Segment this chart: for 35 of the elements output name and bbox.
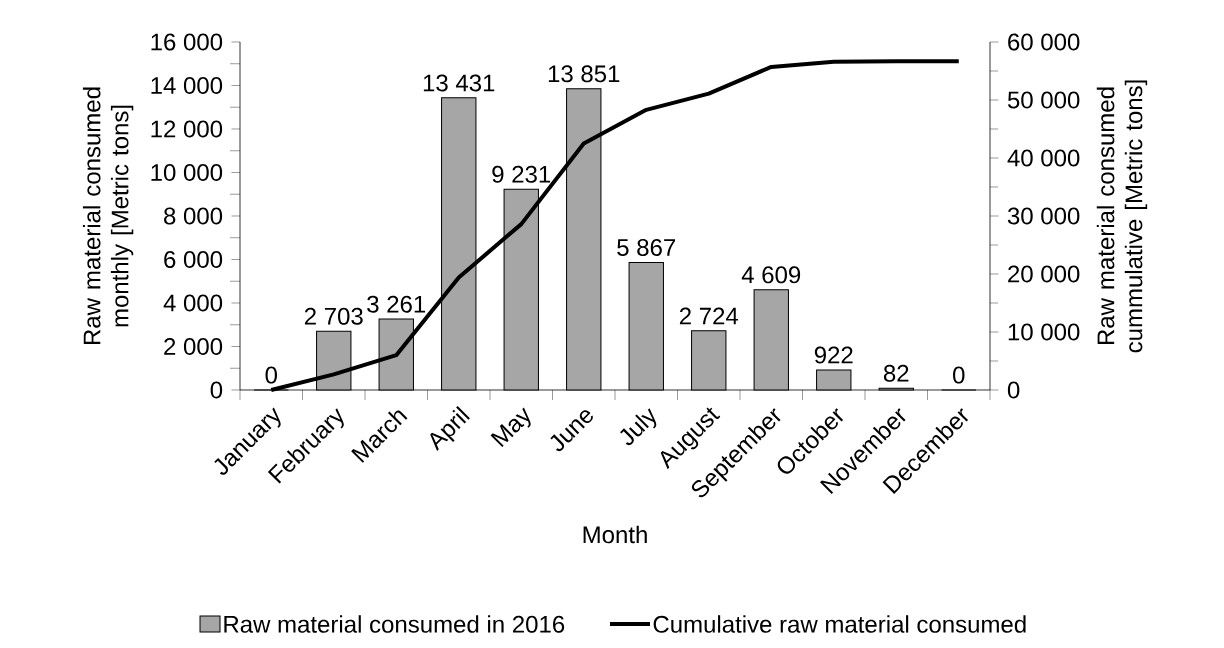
- y2-tick-label: 50 000: [1007, 91, 1080, 109]
- y-tick-label: 12 000: [151, 120, 223, 138]
- data-label: 5 867: [617, 239, 676, 256]
- x-tick-label: July: [620, 408, 657, 446]
- data-label: 2 724: [679, 307, 739, 325]
- data-label: 13 851: [548, 65, 620, 83]
- y2-tick-label: 0: [1007, 381, 1020, 399]
- y2-tick-label: 30 000: [1007, 207, 1080, 225]
- legend-label: Raw material consumed in 2016: [224, 615, 565, 633]
- y-tick-label: 10 000: [151, 164, 223, 181]
- data-label: 13 431: [423, 74, 495, 92]
- y-tick-label: 6 000: [164, 251, 223, 268]
- y2-tick-label: 20 000: [1008, 265, 1080, 283]
- y-tick-label: 0: [210, 381, 223, 399]
- y2-axis-title: Raw material consumed cummulative [Metric tons]: [1096, 80, 1148, 353]
- data-label: 0: [265, 366, 277, 384]
- legend-label: Cumulative raw material consumed: [653, 615, 1026, 633]
- y2-tick-label: 40 000: [1007, 149, 1080, 167]
- y-tick-label: 2 000: [164, 338, 223, 355]
- data-label: 0: [953, 366, 965, 384]
- y-tick-label: 4 000: [163, 294, 223, 312]
- x-axis-title: Month: [583, 525, 647, 544]
- y2-tick-label: 10 000: [1008, 323, 1080, 341]
- y-tick-label: 8 000: [164, 207, 223, 225]
- data-label: 9 231: [492, 165, 551, 183]
- data-label: 3 261: [367, 295, 426, 313]
- y-tick-label: 16 000: [151, 33, 223, 51]
- y-axis-title: Raw material consumed monthly [Metric tons]: [82, 87, 134, 345]
- data-label: 922: [814, 346, 853, 364]
- x-tick-label: May: [490, 407, 531, 448]
- y2-tick-label: 60 000: [1008, 33, 1080, 51]
- data-label: 2 703: [304, 307, 363, 325]
- data-label: 82: [883, 364, 909, 382]
- data-label: 4 609: [741, 266, 801, 284]
- y-tick-label: 14 000: [151, 77, 223, 94]
